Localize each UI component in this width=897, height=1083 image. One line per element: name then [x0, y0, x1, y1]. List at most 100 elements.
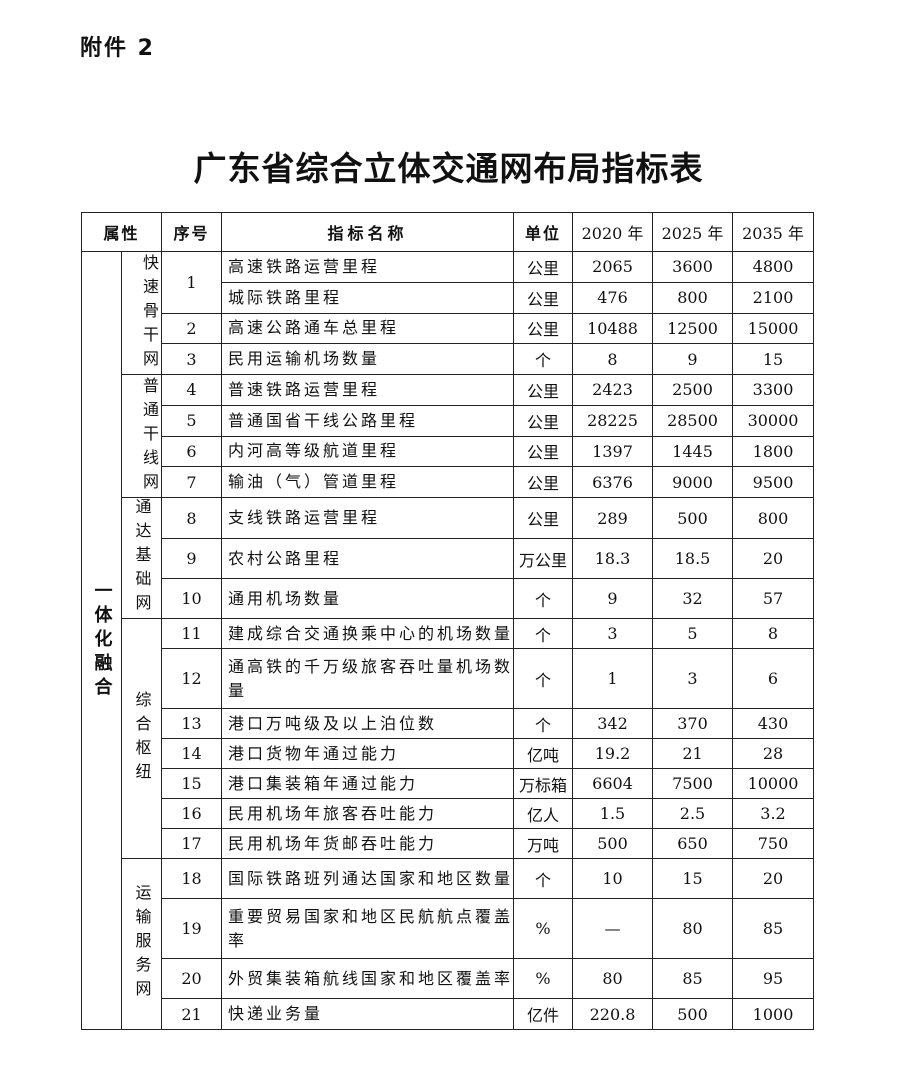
unit-cell: 公里 — [513, 466, 574, 498]
value-2020: 10 — [572, 858, 654, 899]
indicator-table: 属性 序号 指标名称 单位 2020 年 2025 年 2035 年 一体化融合… — [80, 212, 815, 1030]
value-2020: 80 — [572, 958, 654, 999]
value-2035: 15000 — [732, 312, 815, 345]
value-2035: 1000 — [732, 998, 815, 1030]
value-2020: 6376 — [572, 466, 654, 498]
value-2025: 370 — [652, 708, 734, 739]
unit-cell: 个 — [513, 648, 574, 709]
value-2035: 15 — [732, 343, 815, 375]
value-2025: 650 — [652, 828, 734, 859]
value-2020: 500 — [572, 828, 654, 859]
table-row: 16 民用机场年旅客吞吐能力 亿人 1.5 2.5 3.2 — [82, 798, 815, 829]
indicator-name: 国际铁路班列通达国家和地区数量 — [221, 858, 515, 899]
table-row: 3 民用运输机场数量个 8 9 15 — [82, 343, 815, 375]
unit-cell: 万吨 — [513, 828, 574, 859]
indicator-name: 港口万吨级及以上泊位数 — [221, 708, 515, 739]
indicator-name: 通高铁的千万级旅客吞吐量机场数量 — [221, 648, 515, 709]
value-2020: — — [572, 898, 654, 959]
value-2035: 95 — [732, 958, 815, 999]
table-row: 普通干线网 4 普速铁路运营里程 公里 2423 2500 3300 — [82, 374, 815, 498]
value-2035: 6 — [732, 648, 815, 709]
value-2025: 2.5 — [652, 798, 734, 829]
value-2025: 500 — [652, 998, 734, 1030]
group-cell: 快速骨干网 — [120, 251, 163, 375]
value-2020: 10488 — [572, 312, 654, 345]
value-2035: 30000 — [732, 404, 815, 437]
indicator-name: 高速公路通车总里程 — [221, 312, 515, 345]
table-row: 10 通用机场数量个 9 32 57 — [82, 578, 815, 619]
value-2025: 3 — [652, 648, 734, 709]
indicator-name: 高速铁路运营里程 — [221, 251, 515, 283]
header-seq: 序号 — [161, 212, 223, 252]
value-2020: 289 — [572, 497, 654, 539]
unit-cell: 公里 — [513, 404, 574, 437]
value-2020: 8 — [572, 343, 654, 375]
value-2035: 750 — [732, 828, 815, 859]
table-row: 14 港口货物年通过能力 亿吨 19.2 21 28 — [82, 738, 815, 769]
seq-cell: 14 — [161, 738, 223, 769]
seq-cell: 11 — [161, 618, 223, 649]
unit-cell: % — [513, 898, 574, 959]
value-2035: 9500 — [732, 466, 815, 498]
seq-cell: 15 — [161, 768, 223, 799]
group-cell: 通达基础网 — [120, 497, 163, 619]
value-2020: 1.5 — [572, 798, 654, 829]
value-2025: 800 — [652, 281, 734, 314]
table-row: 20 外贸集装箱航线国家和地区覆盖率% 80 85 95 — [82, 958, 815, 999]
value-2020: 3 — [572, 618, 654, 649]
value-2020: 476 — [572, 281, 654, 314]
table-row: 城际铁路里程 公里 476 800 2100 — [82, 281, 815, 314]
unit-cell: 万公里 — [513, 538, 574, 579]
table-row: 21 快递业务量 亿件 220.8 500 1000 — [82, 998, 815, 1030]
table-row: 9 农村公路里程 万公里 18.3 18.5 20 — [82, 538, 815, 579]
value-2020: 2065 — [572, 251, 654, 283]
unit-cell: 公里 — [513, 281, 574, 314]
indicator-name: 港口集装箱年通过能力 — [221, 768, 515, 799]
seq-cell: 6 — [161, 435, 223, 468]
table-row: 5 普通国省干线公路里程 公里 28225 28500 30000 — [82, 404, 815, 437]
group-cell: 运输服务网 — [120, 858, 163, 1030]
table-row: 一体化融合 快速骨干网 1 高速铁路运营里程 公里 2065 3600 4800 — [81, 251, 815, 1030]
header-attribute: 属性 — [80, 212, 163, 252]
table-row: 6 内河高等级航道里程 公里 1397 1445 1800 — [82, 435, 815, 468]
seq-cell: 5 — [161, 404, 223, 437]
value-2025: 32 — [652, 578, 734, 619]
unit-cell: 个 — [513, 618, 574, 649]
value-2020: 19.2 — [572, 738, 654, 769]
group-cell: 综合枢纽 — [120, 618, 163, 859]
value-2025: 80 — [652, 898, 734, 959]
seq-cell: 21 — [161, 998, 223, 1030]
value-2020: 28225 — [572, 404, 654, 437]
indicator-name: 建成综合交通换乘中心的机场数量 — [221, 618, 515, 649]
value-2025: 2500 — [652, 374, 734, 406]
seq-cell: 10 — [161, 578, 223, 619]
header-unit: 单位 — [513, 212, 574, 252]
value-2025: 12500 — [652, 312, 734, 345]
indicator-name: 农村公路里程 — [221, 538, 515, 579]
value-2025: 1445 — [652, 435, 734, 468]
value-2035: 430 — [732, 708, 815, 739]
value-2035: 8 — [732, 618, 815, 649]
unit-cell: 亿吨 — [513, 738, 574, 769]
value-2020: 1397 — [572, 435, 654, 468]
seq-cell: 17 — [161, 828, 223, 859]
header-2035: 2035 年 — [732, 212, 815, 252]
seq-cell: 2 — [161, 312, 223, 345]
attachment-label: 附件 2 — [80, 36, 155, 61]
seq-cell: 8 — [161, 497, 223, 539]
value-2035: 85 — [732, 898, 815, 959]
indicator-name: 民用机场年旅客吞吐能力 — [221, 798, 515, 829]
header-2020: 2020 年 — [572, 212, 654, 252]
value-2035: 1800 — [732, 435, 815, 468]
indicator-name: 民用机场年货邮吞吐能力 — [221, 828, 515, 859]
unit-cell: % — [513, 958, 574, 999]
value-2025: 500 — [652, 497, 734, 539]
value-2020: 342 — [572, 708, 654, 739]
indicator-name: 普通国省干线公路里程 — [221, 404, 515, 437]
seq-cell: 9 — [161, 538, 223, 579]
indicator-name: 支线铁路运营里程 — [221, 497, 515, 539]
table-row: 运输服务网 18 国际铁路班列通达国家和地区数量个 10 15 20 — [82, 858, 815, 1030]
table-row: 7 输油（气）管道里程 公里 6376 9000 9500 — [82, 466, 815, 498]
value-2020: 6604 — [572, 768, 654, 799]
table-row: 12 通高铁的千万级旅客吞吐量机场数量个 1 3 6 — [82, 648, 815, 709]
